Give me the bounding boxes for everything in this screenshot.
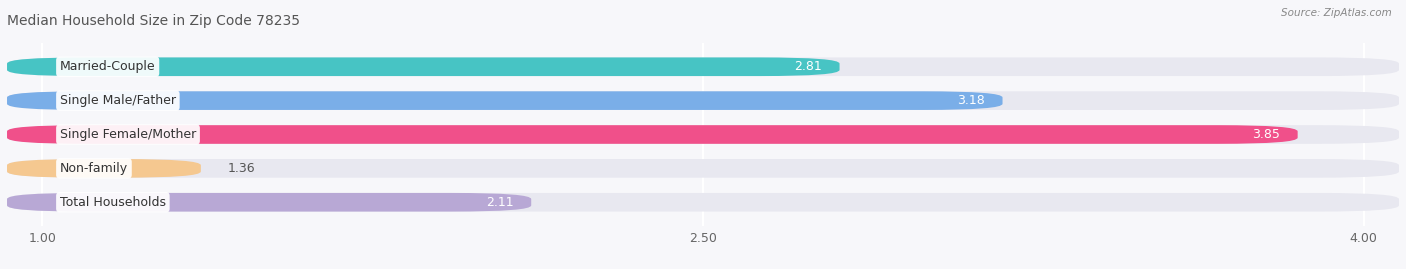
Text: Single Female/Mother: Single Female/Mother [60, 128, 197, 141]
Text: 2.81: 2.81 [794, 60, 823, 73]
Text: 3.18: 3.18 [957, 94, 986, 107]
Text: Single Male/Father: Single Male/Father [60, 94, 176, 107]
Text: 3.85: 3.85 [1253, 128, 1279, 141]
FancyBboxPatch shape [7, 58, 839, 76]
FancyBboxPatch shape [7, 159, 201, 178]
FancyBboxPatch shape [7, 91, 1399, 110]
FancyBboxPatch shape [7, 159, 1399, 178]
Text: Non-family: Non-family [60, 162, 128, 175]
Text: Total Households: Total Households [60, 196, 166, 209]
Text: Married-Couple: Married-Couple [60, 60, 156, 73]
FancyBboxPatch shape [7, 125, 1399, 144]
FancyBboxPatch shape [7, 193, 1399, 211]
FancyBboxPatch shape [7, 125, 1298, 144]
Text: Source: ZipAtlas.com: Source: ZipAtlas.com [1281, 8, 1392, 18]
Text: 2.11: 2.11 [486, 196, 513, 209]
FancyBboxPatch shape [7, 58, 1399, 76]
Text: Median Household Size in Zip Code 78235: Median Household Size in Zip Code 78235 [7, 15, 299, 29]
FancyBboxPatch shape [7, 91, 1002, 110]
Text: 1.36: 1.36 [228, 162, 254, 175]
FancyBboxPatch shape [7, 193, 531, 211]
